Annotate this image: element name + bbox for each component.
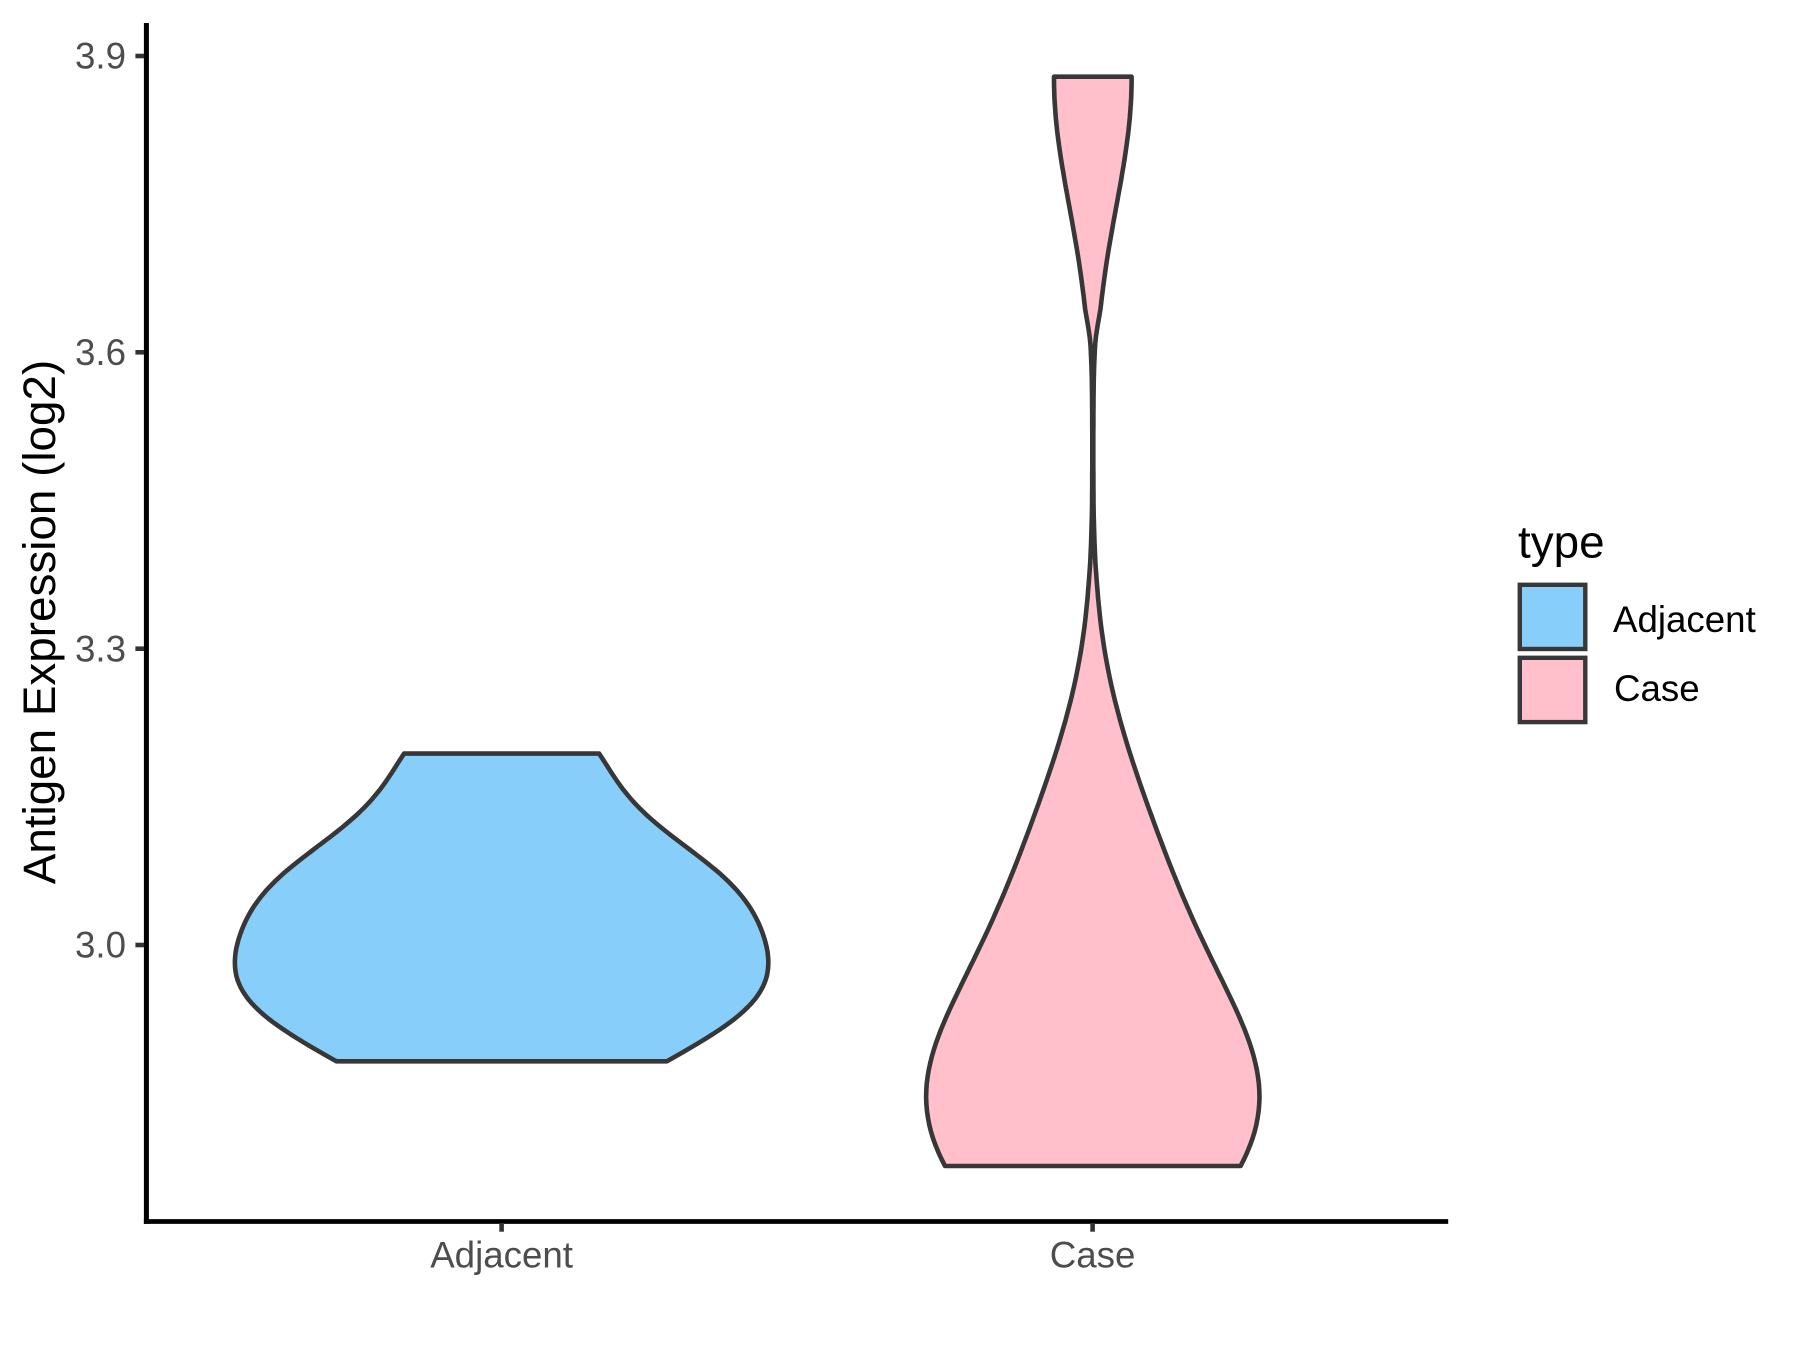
- svg-text:3.9: 3.9: [75, 36, 126, 77]
- svg-text:Case: Case: [1614, 668, 1700, 709]
- svg-text:3.3: 3.3: [75, 628, 126, 669]
- svg-text:Case: Case: [1050, 1235, 1136, 1276]
- svg-text:Adjacent: Adjacent: [1613, 599, 1756, 640]
- svg-text:type: type: [1518, 517, 1605, 568]
- svg-text:3.6: 3.6: [75, 332, 126, 373]
- svg-text:Adjacent: Adjacent: [430, 1235, 573, 1276]
- svg-text:Antigen Expression (log2): Antigen Expression (log2): [14, 360, 65, 884]
- svg-text:3.0: 3.0: [75, 925, 126, 966]
